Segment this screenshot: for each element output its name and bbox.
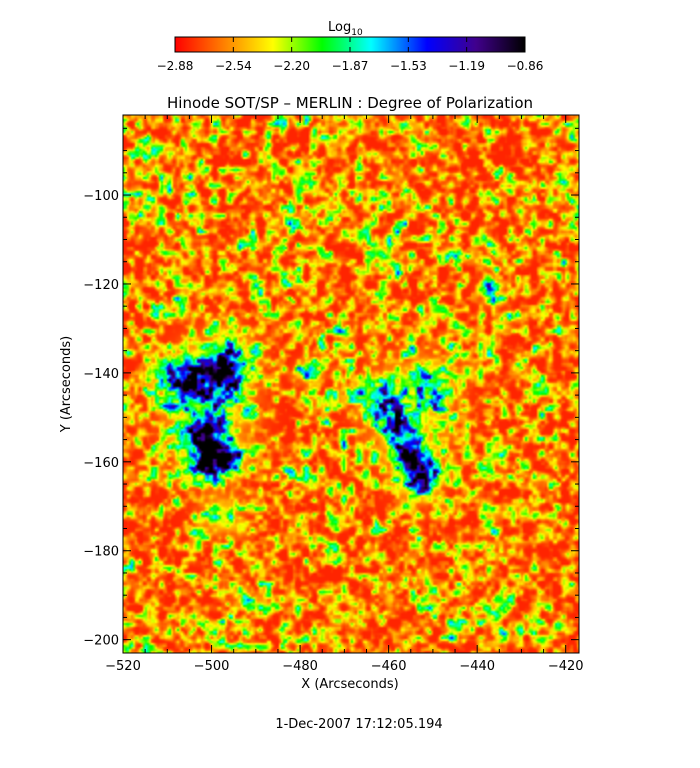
y-tick-label: −100 <box>83 189 119 204</box>
x-tick-label: −420 <box>548 659 584 674</box>
colorbar-tick-label: −2.88 <box>157 59 194 73</box>
colorbar-tick-label: −1.87 <box>332 59 369 73</box>
x-tick-label: −520 <box>105 659 141 674</box>
x-tick-label: −440 <box>459 659 495 674</box>
x-axis-ticks: −520 −500 −480 −460 −440 −420 <box>105 115 584 674</box>
y-axis-ticks: −200 −180 −160 −140 −120 −100 <box>83 127 579 649</box>
y-tick-label: −120 <box>83 278 119 293</box>
colorbar-label: Log10 <box>328 20 363 38</box>
plot-frame <box>122 114 580 654</box>
y-axis-label: Y (Arcseconds) <box>59 336 74 433</box>
colorbar-tick-label: −1.53 <box>390 59 427 73</box>
x-tick-label: −460 <box>371 659 407 674</box>
x-axis-label: X (Arcseconds) <box>301 677 398 692</box>
x-tick-label: −480 <box>282 659 318 674</box>
y-tick-label: −180 <box>83 545 119 560</box>
colorbar-tick-label: −1.19 <box>448 59 485 73</box>
observation-timestamp: 1-Dec-2007 17:12:05.194 <box>275 717 442 732</box>
colorbar-ticks: −2.88 −2.54 −2.20 −1.87 −1.53 −1.19 −0.86 <box>157 37 544 73</box>
x-tick-label: −500 <box>194 659 230 674</box>
colorbar-tick-label: −2.54 <box>215 59 252 73</box>
y-tick-label: −140 <box>83 367 119 382</box>
y-tick-label: −200 <box>83 634 119 649</box>
colorbar-tick-label: −2.20 <box>273 59 310 73</box>
polarization-heatmap <box>123 115 579 653</box>
y-tick-label: −160 <box>83 456 119 471</box>
colorbar-tick-label: −0.86 <box>507 59 544 73</box>
chart-title: Hinode SOT/SP – MERLIN : Degree of Polar… <box>167 94 533 112</box>
